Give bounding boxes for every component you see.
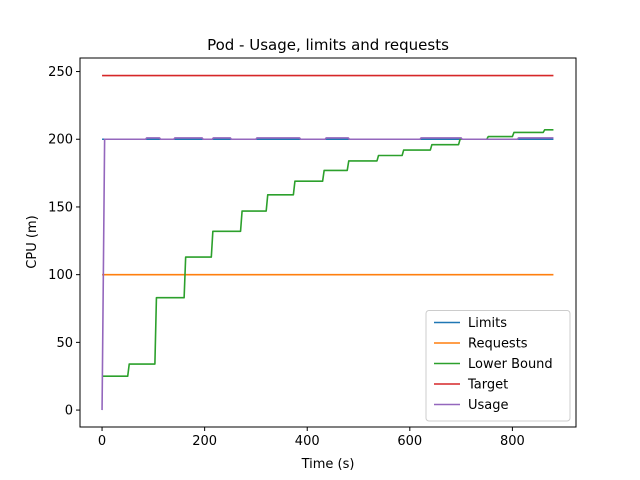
legend-box bbox=[425, 310, 571, 422]
series-line-usage bbox=[101, 137, 554, 411]
plot-frame bbox=[79, 57, 577, 428]
legend-label: Usage bbox=[468, 398, 509, 413]
y-tick-label: 200 bbox=[48, 133, 73, 148]
y-tick-label: 150 bbox=[48, 200, 73, 215]
y-axis: 0 50 100 150 200 250 bbox=[48, 65, 80, 419]
chart-title: Pod - Usage, limits and requests bbox=[207, 36, 449, 54]
x-tick-label: 0 bbox=[98, 434, 106, 449]
x-tick-label: 400 bbox=[295, 434, 320, 449]
x-tick-label: 600 bbox=[397, 434, 422, 449]
y-axis-title: CPU (m) bbox=[25, 215, 40, 268]
y-tick-label: 100 bbox=[48, 268, 73, 283]
y-tick-label: 250 bbox=[48, 65, 73, 80]
legend-label: Requests bbox=[468, 337, 528, 352]
x-axis-title: Time (s) bbox=[301, 457, 355, 472]
x-axis: 0 200 400 600 800 bbox=[98, 427, 525, 449]
x-tick-label: 200 bbox=[192, 434, 217, 449]
legend-label: Lower Bound bbox=[468, 357, 553, 372]
y-tick-label: 50 bbox=[56, 336, 73, 351]
series-line-lower-bound bbox=[102, 128, 554, 378]
plot-lines bbox=[101, 74, 554, 411]
y-tick-label: 0 bbox=[65, 404, 73, 419]
legend: Limits Requests Lower Bound Target Usage bbox=[425, 310, 571, 422]
x-tick-label: 800 bbox=[500, 434, 525, 449]
legend-label: Limits bbox=[468, 316, 507, 331]
legend-label: Target bbox=[467, 378, 508, 393]
